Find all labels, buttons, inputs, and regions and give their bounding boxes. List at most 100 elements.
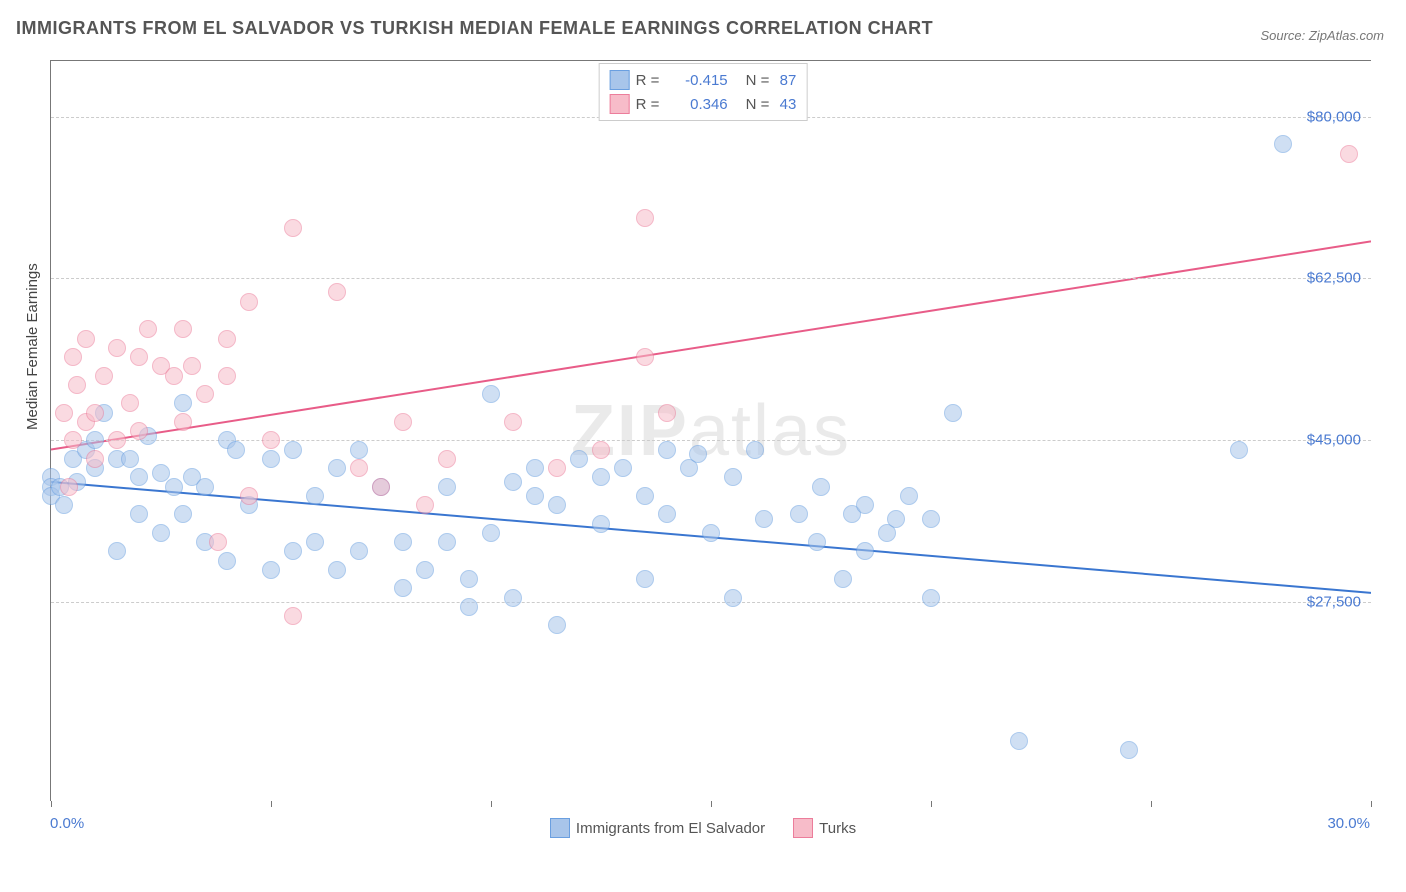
scatter-point bbox=[262, 561, 280, 579]
scatter-point bbox=[328, 283, 346, 301]
scatter-point bbox=[482, 524, 500, 542]
scatter-point bbox=[196, 385, 214, 403]
scatter-point bbox=[1340, 145, 1358, 163]
scatter-point bbox=[460, 570, 478, 588]
scatter-point bbox=[55, 404, 73, 422]
scatter-point bbox=[438, 450, 456, 468]
scatter-point bbox=[416, 561, 434, 579]
legend-item-el-salvador: Immigrants from El Salvador bbox=[550, 818, 765, 838]
y-tick-label: $62,500 bbox=[1307, 270, 1361, 287]
scatter-point bbox=[55, 496, 73, 514]
r-label: R = bbox=[636, 96, 664, 113]
scatter-point bbox=[350, 459, 368, 477]
trend-line bbox=[51, 241, 1371, 449]
x-tick bbox=[1371, 801, 1372, 807]
scatter-point bbox=[60, 478, 78, 496]
scatter-point bbox=[548, 616, 566, 634]
x-tick bbox=[271, 801, 272, 807]
scatter-point bbox=[284, 219, 302, 237]
scatter-point bbox=[262, 450, 280, 468]
scatter-point bbox=[658, 441, 676, 459]
y-tick-label: $45,000 bbox=[1307, 432, 1361, 449]
scatter-point bbox=[636, 348, 654, 366]
watermark: ZIPatlas bbox=[571, 390, 851, 472]
scatter-point bbox=[636, 209, 654, 227]
scatter-point bbox=[887, 510, 905, 528]
swatch-el-salvador bbox=[550, 818, 570, 838]
y-tick-label: $80,000 bbox=[1307, 108, 1361, 125]
scatter-point bbox=[196, 478, 214, 496]
swatch bbox=[610, 94, 630, 114]
x-tick bbox=[1151, 801, 1152, 807]
scatter-point bbox=[64, 431, 82, 449]
swatch bbox=[610, 70, 630, 90]
scatter-point bbox=[1274, 135, 1292, 153]
gridline bbox=[51, 440, 1371, 441]
correlation-legend-row: R =0.346N =43 bbox=[610, 92, 797, 116]
scatter-point bbox=[174, 505, 192, 523]
scatter-point bbox=[240, 487, 258, 505]
scatter-point bbox=[227, 441, 245, 459]
scatter-point bbox=[526, 459, 544, 477]
scatter-point bbox=[108, 339, 126, 357]
scatter-point bbox=[394, 413, 412, 431]
scatter-point bbox=[130, 348, 148, 366]
scatter-point bbox=[548, 459, 566, 477]
scatter-point bbox=[614, 459, 632, 477]
scatter-point bbox=[1010, 732, 1028, 750]
scatter-point bbox=[86, 450, 104, 468]
scatter-point bbox=[284, 441, 302, 459]
scatter-point bbox=[944, 404, 962, 422]
scatter-point bbox=[306, 533, 324, 551]
scatter-point bbox=[1120, 741, 1138, 759]
scatter-point bbox=[372, 478, 390, 496]
scatter-point bbox=[174, 320, 192, 338]
scatter-point bbox=[922, 510, 940, 528]
scatter-point bbox=[746, 441, 764, 459]
source-citation: Source: ZipAtlas.com bbox=[1260, 28, 1384, 43]
scatter-point bbox=[790, 505, 808, 523]
scatter-point bbox=[130, 468, 148, 486]
scatter-point bbox=[1230, 441, 1248, 459]
scatter-point bbox=[724, 468, 742, 486]
legend-label-el-salvador: Immigrants from El Salvador bbox=[576, 820, 765, 837]
scatter-point bbox=[68, 376, 86, 394]
scatter-point bbox=[592, 441, 610, 459]
scatter-point bbox=[95, 367, 113, 385]
gridline bbox=[51, 278, 1371, 279]
scatter-point bbox=[808, 533, 826, 551]
r-value: -0.415 bbox=[670, 72, 728, 89]
scatter-point bbox=[86, 431, 104, 449]
scatter-point bbox=[438, 533, 456, 551]
watermark-bold: ZIP bbox=[571, 391, 689, 471]
scatter-point bbox=[284, 607, 302, 625]
plot-area: ZIPatlas $27,500 $45,000 $62,500 $80,000 bbox=[50, 60, 1371, 801]
scatter-point bbox=[350, 441, 368, 459]
gridline bbox=[51, 602, 1371, 603]
n-label: N = bbox=[746, 96, 774, 113]
scatter-point bbox=[460, 598, 478, 616]
scatter-point bbox=[174, 394, 192, 412]
y-axis-title: Median Female Earnings bbox=[24, 263, 41, 430]
y-tick-label: $27,500 bbox=[1307, 594, 1361, 611]
scatter-point bbox=[108, 542, 126, 560]
scatter-point bbox=[689, 445, 707, 463]
scatter-point bbox=[139, 320, 157, 338]
x-tick bbox=[51, 801, 52, 807]
scatter-point bbox=[350, 542, 368, 560]
scatter-point bbox=[183, 357, 201, 375]
scatter-point bbox=[526, 487, 544, 505]
scatter-point bbox=[218, 367, 236, 385]
scatter-point bbox=[416, 496, 434, 514]
scatter-point bbox=[724, 589, 742, 607]
scatter-point bbox=[636, 487, 654, 505]
scatter-point bbox=[570, 450, 588, 468]
chart-area: ZIPatlas $27,500 $45,000 $62,500 $80,000 bbox=[50, 60, 1370, 800]
scatter-point bbox=[856, 496, 874, 514]
n-value: 43 bbox=[780, 96, 797, 113]
correlation-legend-row: R =-0.415N =87 bbox=[610, 68, 797, 92]
scatter-point bbox=[165, 367, 183, 385]
watermark-rest: atlas bbox=[689, 391, 851, 471]
scatter-point bbox=[130, 422, 148, 440]
chart-title: IMMIGRANTS FROM EL SALVADOR VS TURKISH M… bbox=[16, 18, 933, 39]
